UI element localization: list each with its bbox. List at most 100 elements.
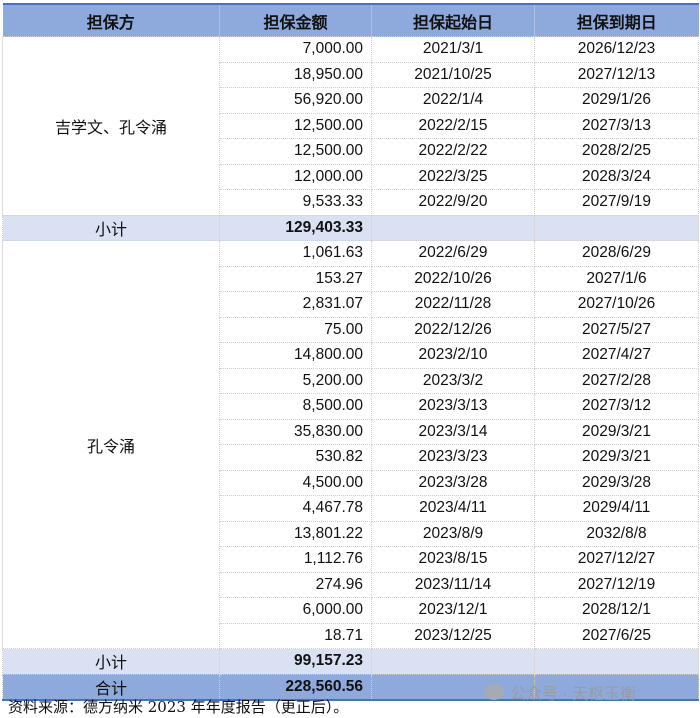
end-date-cell: 2027/5/27 — [534, 316, 699, 343]
end-date-cell: 2028/2/25 — [534, 138, 699, 165]
start-date-cell: 2021/10/25 — [371, 61, 535, 88]
table-row: 5,200.00 2023/3/2 2027/2/28 — [3, 367, 699, 394]
total-row: 合计 228,560.56 — [2, 673, 699, 700]
table-row: 4,467.78 2023/4/11 2029/4/11 — [3, 495, 699, 522]
start-date-cell: 2023/8/9 — [371, 520, 535, 547]
amount-cell: 56,920.00 — [219, 87, 372, 114]
end-date-cell: 2029/3/21 — [534, 418, 699, 445]
wechat-icon — [484, 684, 504, 700]
header-guarantor: 担保方 — [2, 3, 220, 37]
end-date-cell: 2029/1/26 — [534, 87, 699, 114]
subtotal-row: 小计 129,403.33 — [2, 214, 699, 241]
end-date-cell: 2027/9/19 — [534, 189, 699, 216]
end-date-cell: 2027/3/12 — [534, 393, 699, 420]
empty-cell — [534, 648, 699, 675]
end-date-cell: 2027/2/28 — [534, 367, 699, 394]
start-date-cell: 2023/12/25 — [371, 622, 535, 649]
amount-cell: 12,500.00 — [219, 112, 372, 139]
start-date-cell: 2021/3/1 — [371, 36, 535, 63]
amount-cell: 530.82 — [219, 444, 372, 471]
end-date-cell: 2026/12/23 — [534, 36, 699, 63]
table-row: 56,920.00 2022/1/4 2029/1/26 — [3, 87, 699, 114]
start-date-cell: 2022/6/29 — [371, 240, 535, 267]
start-date-cell: 2023/4/11 — [371, 495, 535, 522]
amount-cell: 6,000.00 — [219, 597, 372, 624]
table-row: 18,950.00 2021/10/25 2027/12/13 — [3, 61, 699, 88]
amount-cell: 12,500.00 — [219, 138, 372, 165]
source-note: 资料来源：德方纳米 2023 年年度报告（更正后）。 — [8, 698, 349, 716]
table-row: 2,831.07 2022/11/28 2027/10/26 — [3, 291, 699, 318]
header-row: 担保方 担保金额 担保起始日 担保到期日 — [2, 3, 699, 37]
subtotal-label: 小计 — [2, 648, 220, 675]
amount-cell: 153.27 — [219, 265, 372, 292]
start-date-cell: 2022/3/25 — [371, 163, 535, 190]
start-date-cell: 2022/1/4 — [371, 87, 535, 114]
amount-cell: 1,061.63 — [219, 240, 372, 267]
table-row: 274.96 2023/11/14 2027/12/19 — [3, 571, 699, 598]
start-date-cell: 2022/2/22 — [371, 138, 535, 165]
start-date-cell: 2023/3/14 — [371, 418, 535, 445]
end-date-cell: 2028/6/29 — [534, 240, 699, 267]
start-date-cell: 2022/12/26 — [371, 316, 535, 343]
start-date-cell: 2022/10/26 — [371, 265, 535, 292]
start-date-cell: 2023/3/2 — [371, 367, 535, 394]
amount-cell: 18.71 — [219, 622, 372, 649]
start-date-cell: 2023/3/28 — [371, 469, 535, 496]
table-row: 75.00 2022/12/26 2027/5/27 — [3, 316, 699, 343]
table-row: 吉学文、孔令涌 7,000.00 2021/3/1 2026/12/23 — [2, 36, 699, 216]
guarantor-cell: 吉学文、孔令涌 — [2, 36, 220, 216]
total-amount: 228,560.56 — [219, 673, 372, 700]
table-row: 14,800.00 2023/2/10 2027/4/27 — [3, 342, 699, 369]
amount-cell: 14,800.00 — [219, 342, 372, 369]
table-row: 12,500.00 2022/2/15 2027/3/13 — [3, 112, 699, 139]
header-start-date: 担保起始日 — [371, 3, 535, 37]
empty-cell — [534, 214, 699, 241]
amount-cell: 18,950.00 — [219, 61, 372, 88]
amount-cell: 8,500.00 — [219, 393, 372, 420]
amount-cell: 4,467.78 — [219, 495, 372, 522]
end-date-cell: 2032/8/8 — [534, 520, 699, 547]
empty-cell — [534, 673, 699, 700]
amount-cell: 9,533.33 — [219, 189, 372, 216]
amount-cell: 75.00 — [219, 316, 372, 343]
amount-cell: 2,831.07 — [219, 291, 372, 318]
amount-cell: 1,112.76 — [219, 546, 372, 573]
table-row: 4,500.00 2023/3/28 2029/3/28 — [3, 469, 699, 496]
empty-cell — [371, 648, 535, 675]
amount-cell: 4,500.00 — [219, 469, 372, 496]
watermark-text: 公众号 · 天枢玉衡 — [510, 686, 637, 703]
table-row: 12,500.00 2022/2/22 2028/2/25 — [3, 138, 699, 165]
guarantee-table: 担保方 担保金额 担保起始日 担保到期日 吉学文、孔令涌 7,000.00 2021… — [2, 3, 699, 701]
guarantor-cell: 孔令涌 — [2, 240, 220, 649]
amount-cell: 12,000.00 — [219, 163, 372, 190]
table-row: 153.27 2022/10/26 2027/1/6 — [3, 265, 699, 292]
header-end-date: 担保到期日 — [534, 3, 699, 37]
watermark: 公众号 · 天枢玉衡 — [484, 680, 636, 704]
table-row: 12,000.00 2022/3/25 2028/3/24 — [3, 163, 699, 190]
end-date-cell: 2029/4/11 — [534, 495, 699, 522]
end-date-cell: 2028/12/1 — [534, 597, 699, 624]
table-row: 1,112.76 2023/8/15 2027/12/27 — [3, 546, 699, 573]
total-label: 合计 — [2, 673, 220, 700]
amount-cell: 5,200.00 — [219, 367, 372, 394]
start-date-cell: 2023/12/1 — [371, 597, 535, 624]
end-date-cell: 2027/1/6 — [534, 265, 699, 292]
start-date-cell: 2023/11/14 — [371, 571, 535, 598]
subtotal-label: 小计 — [2, 214, 220, 241]
start-date-cell: 2022/2/15 — [371, 112, 535, 139]
end-date-cell: 2028/3/24 — [534, 163, 699, 190]
header-amount: 担保金额 — [219, 3, 372, 37]
end-date-cell: 2027/12/27 — [534, 546, 699, 573]
amount-cell: 7,000.00 — [219, 36, 372, 63]
end-date-cell: 2027/4/27 — [534, 342, 699, 369]
amount-cell: 13,801.22 — [219, 520, 372, 547]
start-date-cell: 2023/3/13 — [371, 393, 535, 420]
end-date-cell: 2029/3/21 — [534, 444, 699, 471]
start-date-cell: 2023/3/23 — [371, 444, 535, 471]
empty-cell — [371, 673, 535, 700]
start-date-cell: 2022/11/28 — [371, 291, 535, 318]
amount-cell: 35,830.00 — [219, 418, 372, 445]
end-date-cell: 2027/10/26 — [534, 291, 699, 318]
start-date-cell: 2022/9/20 — [371, 189, 535, 216]
end-date-cell: 2027/12/13 — [534, 61, 699, 88]
